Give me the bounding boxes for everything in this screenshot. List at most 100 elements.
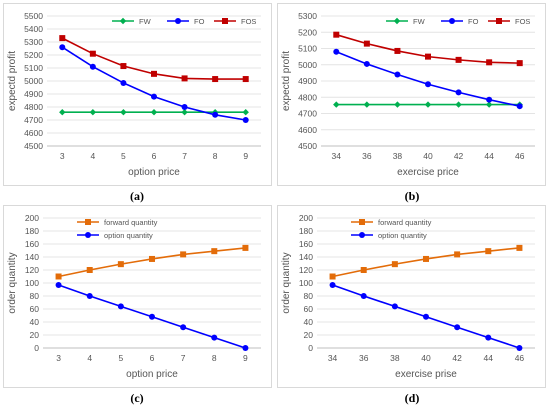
chart-b: 4500 4600 4700 4800 4900 5000 5100 5200 5300 34 36… — [281, 11, 535, 178]
y-tick-label: 4800 — [24, 102, 43, 112]
chart-panel-d: 0 20 40 60 80 100 120 140 160 180 200 34 36 38 40 42 44 4… — [277, 205, 546, 388]
data-point — [516, 345, 523, 351]
data-point — [150, 109, 158, 116]
y-tick-label: 4500 — [298, 141, 317, 151]
x-axis-title: exercise price — [397, 167, 459, 178]
x-tick-label: 9 — [243, 353, 248, 363]
x-tick-label: 34 — [332, 151, 342, 161]
x-tick-label: 36 — [359, 353, 369, 363]
data-point — [180, 324, 187, 331]
x-tick-label: 4 — [87, 353, 92, 363]
y-tick-label: 0 — [308, 343, 313, 353]
legend-label: option quantity — [378, 231, 427, 240]
x-tick-label: 5 — [121, 151, 126, 161]
legend-label: FO — [194, 17, 205, 26]
data-point — [329, 281, 336, 288]
y-tick-label: 0 — [34, 343, 39, 353]
y-tick-label: 60 — [304, 304, 314, 314]
x-axis-title: exercise prise — [395, 369, 457, 380]
data-point — [86, 267, 93, 273]
x-axis-title: option price — [128, 167, 180, 178]
data-point — [55, 281, 62, 288]
y-tick-label: 5000 — [24, 76, 43, 86]
y-tick-label: 5100 — [24, 63, 43, 73]
y-tick-label: 5200 — [24, 50, 43, 60]
x-tick-label: 7 — [182, 151, 187, 161]
data-point — [363, 40, 370, 47]
y-tick-label: 140 — [25, 252, 39, 262]
y-tick-label: 4900 — [24, 89, 43, 99]
data-point — [181, 75, 188, 82]
y-tick-label: 4600 — [298, 125, 317, 135]
y-tick-label: 4900 — [298, 76, 317, 86]
y-axis-title: order quantity — [7, 252, 18, 313]
data-point — [454, 324, 461, 331]
data-point — [59, 109, 66, 116]
y-tick-label: 40 — [30, 317, 40, 327]
legend-marker — [85, 219, 91, 225]
data-point — [423, 313, 429, 320]
y-tick-label: 5300 — [298, 11, 317, 21]
data-point — [455, 56, 462, 63]
data-point — [333, 101, 340, 108]
y-tick-label: 200 — [25, 213, 39, 223]
data-point — [360, 267, 367, 273]
data-point — [516, 244, 523, 251]
data-point — [516, 60, 523, 67]
data-point — [424, 101, 432, 108]
legend-marker — [393, 17, 401, 25]
data-point — [455, 101, 462, 108]
y-tick-label: 5500 — [24, 11, 43, 21]
data-point — [149, 313, 155, 320]
y-tick-label: 5400 — [24, 24, 43, 34]
data-point — [425, 81, 431, 88]
data-point — [391, 261, 398, 268]
data-point — [242, 109, 249, 116]
series-line-forward-quantity — [58, 247, 246, 278]
y-tick-label: 5300 — [24, 37, 43, 47]
x-tick-label: 9 — [243, 151, 248, 161]
data-point — [212, 111, 219, 118]
y-tick-label: 200 — [299, 213, 313, 223]
data-point — [55, 273, 62, 280]
x-tick-label: 8 — [213, 151, 218, 161]
data-point — [486, 96, 493, 103]
y-tick-label: 40 — [304, 317, 314, 327]
data-point — [363, 60, 370, 67]
data-point — [242, 244, 249, 251]
data-point — [425, 53, 431, 60]
data-point — [151, 93, 157, 100]
data-point — [485, 248, 492, 255]
data-point — [86, 293, 93, 299]
legend-marker — [85, 232, 91, 238]
x-tick-label: 40 — [421, 353, 431, 363]
x-tick-label: 42 — [454, 151, 464, 161]
y-tick-label: 120 — [299, 265, 313, 275]
legend-label: FOS — [515, 17, 530, 26]
y-tick-label: 5000 — [298, 60, 317, 70]
data-point — [423, 255, 429, 262]
y-tick-label: 5100 — [298, 44, 317, 54]
legend-marker — [222, 18, 228, 24]
legend-label: FW — [139, 17, 152, 26]
data-point — [149, 255, 155, 262]
chart-c: 0 20 40 60 80 100 120 140 160 180 200 3 4 5 6 7 8 9 option… — [7, 213, 261, 380]
data-point — [59, 44, 66, 51]
legend-label: option quantity — [104, 231, 153, 240]
data-point — [486, 59, 493, 66]
y-tick-label: 160 — [25, 239, 39, 249]
x-tick-label: 46 — [515, 353, 525, 363]
panel-label-a: (a) — [130, 189, 144, 203]
y-tick-label: 180 — [299, 226, 313, 236]
y-tick-label: 80 — [304, 291, 314, 301]
y-axis-title: order quantity — [281, 252, 292, 313]
x-tick-label: 6 — [152, 151, 157, 161]
data-point — [212, 76, 219, 83]
x-tick-label: 34 — [328, 353, 338, 363]
y-tick-label: 160 — [299, 239, 313, 249]
panel-label-d: (d) — [404, 391, 420, 405]
legend-label: FO — [468, 17, 479, 26]
y-tick-label: 4600 — [24, 128, 43, 138]
chart-panel-c: 0 20 40 60 80 100 120 140 160 180 200 3 4 5 6 7 8 9 option… — [3, 205, 272, 388]
data-point — [455, 89, 462, 96]
